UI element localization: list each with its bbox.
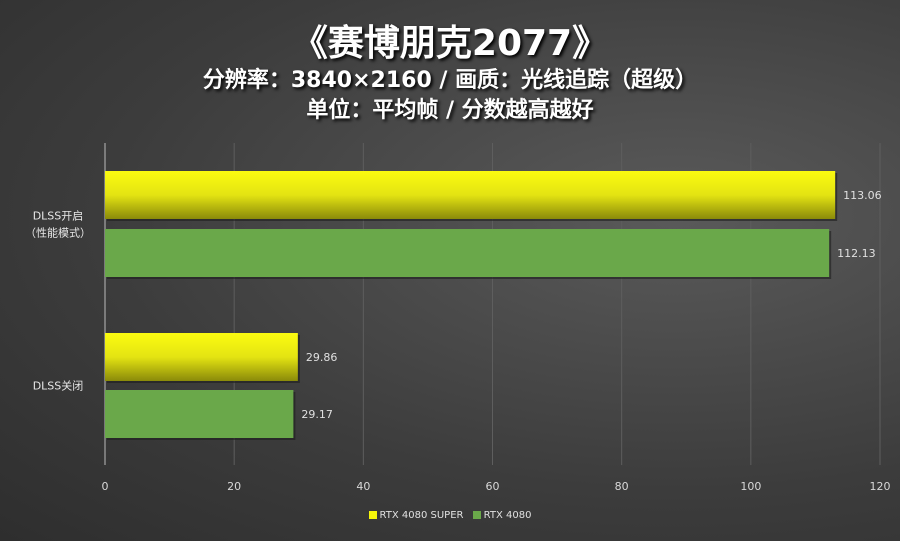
x-tick-label: 100 bbox=[740, 480, 761, 493]
bar-rtx-4080-super bbox=[105, 171, 836, 219]
legend: RTX 4080 SUPER RTX 4080 bbox=[0, 510, 900, 521]
legend-label: RTX 4080 bbox=[483, 510, 532, 521]
bar-rtx-4080-super bbox=[105, 333, 298, 381]
legend-swatch bbox=[368, 511, 377, 519]
category-label: DLSS关闭 bbox=[33, 379, 84, 393]
x-tick-label: 20 bbox=[227, 480, 241, 493]
x-tick-label: 80 bbox=[615, 480, 629, 493]
x-tick-label: 0 bbox=[102, 480, 109, 493]
legend-swatch bbox=[472, 511, 481, 519]
data-label: 113.06 bbox=[843, 189, 882, 202]
data-label: 29.86 bbox=[306, 351, 338, 364]
chart-subtitle-resolution: 分辨率：3840×2160 / 画质：光线追踪（超级） bbox=[202, 68, 698, 93]
legend-label: RTX 4080 SUPER bbox=[379, 510, 464, 521]
chart-title: 《赛博朋克2077》 bbox=[291, 23, 609, 64]
chart-subtitle-unit: 单位：平均帧 / 分数越高越好 bbox=[306, 98, 594, 123]
legend-item-rtx-4080: RTX 4080 bbox=[472, 510, 532, 521]
x-tick-label: 60 bbox=[486, 480, 500, 493]
data-label: 112.13 bbox=[837, 247, 876, 260]
legend-item-rtx-4080-super: RTX 4080 SUPER bbox=[368, 510, 464, 521]
category-label: （性能模式） bbox=[25, 226, 91, 240]
data-label: 29.17 bbox=[301, 408, 333, 421]
x-tick-label: 40 bbox=[356, 480, 370, 493]
bar-rtx-4080 bbox=[105, 390, 294, 438]
x-tick-label: 120 bbox=[870, 480, 891, 493]
bar-rtx-4080 bbox=[105, 229, 830, 277]
category-label: DLSS开启 bbox=[33, 210, 84, 223]
